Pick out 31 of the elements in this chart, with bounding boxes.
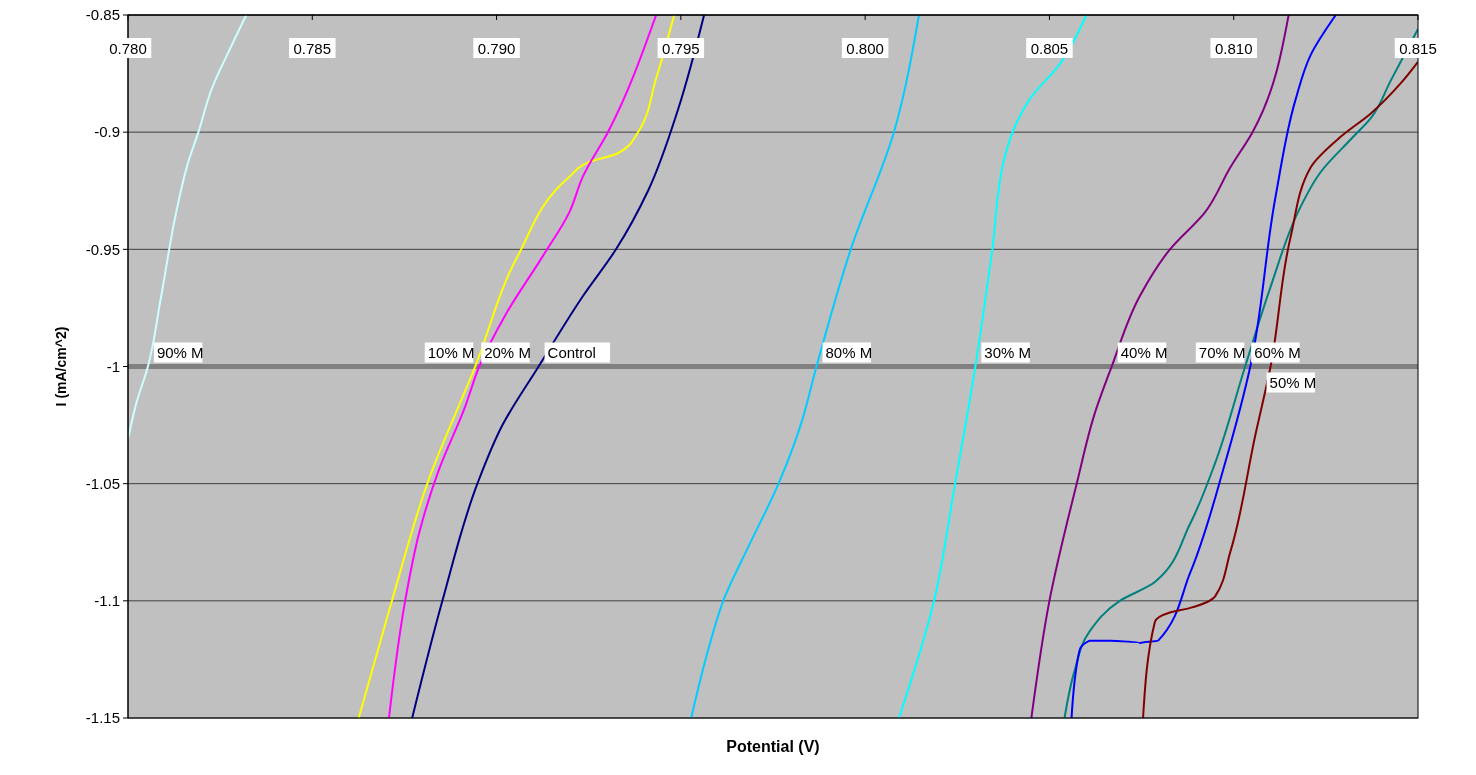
series-label: Control <box>547 343 596 361</box>
series-label: 40% M <box>1120 343 1168 361</box>
line-series <box>1070 15 1337 718</box>
series-label: 80% M <box>825 343 873 361</box>
x-tick-label: 0.780 <box>109 40 147 57</box>
y-tick-label: -0.95 <box>85 240 120 258</box>
line-series <box>387 15 658 718</box>
y-tick-label: -0.9 <box>94 123 120 141</box>
series-label: 50% M <box>1269 373 1317 391</box>
x-tick-label: 0.800 <box>846 40 884 57</box>
y-tick-label: -1.1 <box>94 592 120 610</box>
series-label: 90% M <box>156 343 204 361</box>
series-label: 10% M <box>427 343 475 361</box>
y-tick-label: -1.05 <box>85 474 120 492</box>
series-label: 70% M <box>1198 343 1246 361</box>
series-label: 20% M <box>484 343 531 361</box>
y-tick-label: -0.85 <box>85 6 120 24</box>
x-tick-label: 0.785 <box>293 40 332 57</box>
x-tick-label: 0.805 <box>1030 40 1069 57</box>
x-tick-label: 0.795 <box>662 40 700 57</box>
y-tick-label: -1.15 <box>85 709 120 727</box>
x-tick-label: 0.790 <box>477 40 516 57</box>
series-label: 30% M <box>984 343 1032 361</box>
y-axis-title: I (mA/cm^2) <box>53 326 69 407</box>
x-tick-label: 0.815 <box>1399 40 1437 57</box>
series-label: 60% M <box>1254 343 1301 361</box>
line-series <box>411 15 706 718</box>
x-axis-title: Potential (V) <box>726 738 820 755</box>
x-tick-label: 0.810 <box>1214 40 1253 57</box>
y-tick-label: -1 <box>106 357 120 375</box>
line-series <box>898 15 1088 718</box>
